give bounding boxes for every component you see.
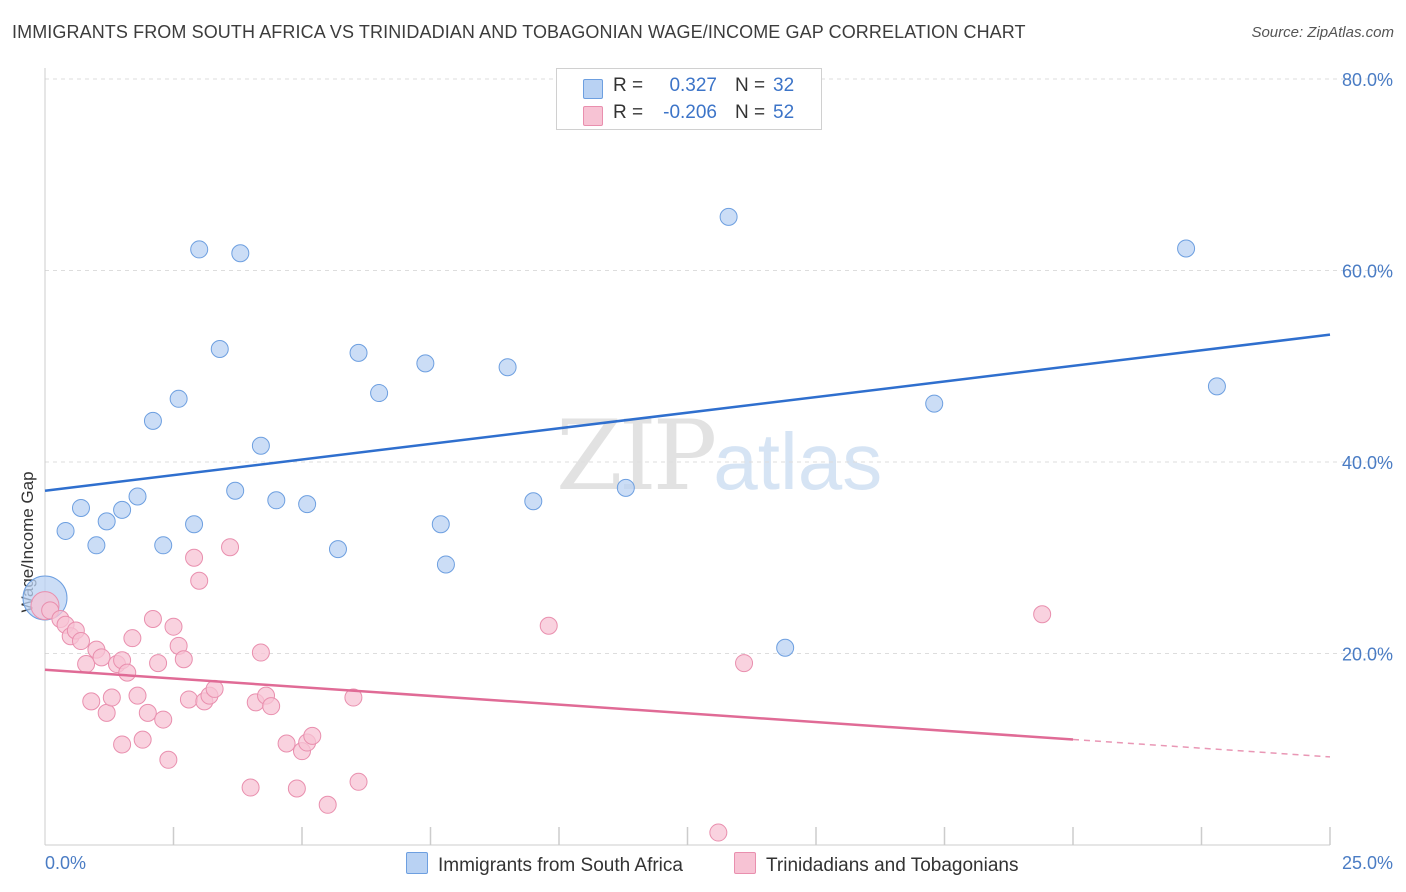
bottom-legend-label: Immigrants from South Africa — [438, 855, 683, 876]
south-africa-point — [436, 555, 455, 574]
trinidad-point — [159, 750, 178, 769]
trinidad-point — [179, 690, 198, 709]
trinidad-point — [138, 703, 157, 722]
legend-r-value: -0.206 — [663, 102, 717, 123]
legend-n-value: 32 — [773, 75, 795, 96]
correlation-legend: R = 0.327 N = 32 R = -0.206 N = 52 — [556, 68, 822, 130]
trinidad-point — [539, 616, 558, 635]
x-tick-label: 0.0% — [45, 853, 86, 873]
trinidad-point — [709, 823, 728, 842]
trinidad-point — [154, 710, 173, 729]
trinidad-point — [190, 571, 209, 590]
south-africa-point — [185, 515, 204, 534]
trinidad-point — [1033, 605, 1052, 624]
x-tick-label: 25.0% — [1342, 853, 1393, 873]
trinidad-point — [185, 548, 204, 567]
trinidad-point — [92, 648, 111, 667]
south-africa-point — [154, 536, 173, 555]
trinidad-point — [77, 655, 96, 674]
legend-swatch-blue — [583, 79, 603, 99]
south-africa-point — [498, 358, 517, 377]
south-africa-point — [298, 495, 317, 514]
south-africa-point — [128, 487, 147, 506]
south-africa-point — [210, 340, 229, 359]
south-africa-point — [231, 244, 250, 263]
trinidad-point — [97, 703, 116, 722]
trinidad-point — [164, 617, 183, 636]
trinidad-point — [241, 778, 260, 797]
trinidad-point — [349, 772, 368, 791]
south-africa-point — [97, 512, 116, 531]
south-africa-point — [1207, 377, 1226, 396]
trend-line — [44, 333, 1331, 492]
south-africa-point — [87, 536, 106, 555]
bottom-legend-swatch-pink — [734, 852, 756, 874]
trinidad-point — [303, 726, 322, 745]
south-africa-point — [431, 515, 450, 534]
south-africa-point — [524, 492, 543, 511]
trinidad-point — [221, 538, 240, 557]
south-africa-point — [925, 394, 944, 413]
trinidad-point — [174, 650, 193, 669]
south-africa-point — [169, 389, 188, 408]
source-label: Source: ZipAtlas.com — [1251, 24, 1394, 41]
trinidad-point — [277, 734, 296, 753]
trinidad-point — [251, 643, 270, 662]
south-africa-point — [328, 540, 347, 559]
bottom-legend-trinidad: Trinidadians and Tobagonians — [734, 852, 1018, 877]
south-africa-point — [56, 521, 75, 540]
bottom-legend-label: Trinidadians and Tobagonians — [766, 855, 1019, 876]
trinidad-point — [143, 610, 162, 629]
trinidad-point — [82, 692, 101, 711]
trinidad-point — [344, 688, 363, 707]
legend-swatch-pink — [583, 106, 603, 126]
south-africa-point — [71, 498, 90, 517]
trinidad-point — [123, 629, 142, 648]
trinidad-point — [118, 663, 137, 682]
trinidad-point — [128, 686, 147, 705]
legend-r-label: R = — [613, 75, 644, 96]
trend-line — [44, 668, 1074, 741]
south-africa-point — [776, 638, 795, 657]
trinidad-point — [102, 688, 121, 707]
legend-n-value: 52 — [773, 102, 795, 123]
south-africa-point — [251, 436, 270, 455]
south-africa-point — [113, 500, 132, 519]
south-africa-point — [1177, 239, 1196, 258]
trinidad-point — [113, 735, 132, 754]
trinidad-point — [735, 654, 754, 673]
bottom-legend-swatch-blue — [406, 852, 428, 874]
chart-title: IMMIGRANTS FROM SOUTH AFRICA VS TRINIDAD… — [12, 22, 1026, 42]
trinidad-point — [318, 795, 337, 814]
trend-line-extension — [1072, 738, 1331, 758]
legend-n-label: N = — [735, 102, 766, 123]
south-africa-point — [349, 343, 368, 362]
south-africa-point — [616, 478, 635, 497]
south-africa-point — [370, 384, 389, 403]
trinidad-point — [205, 679, 224, 698]
y-axis-label: Wage/Income Gap — [18, 471, 37, 612]
trinidad-point — [71, 632, 90, 651]
trinidad-point — [149, 654, 168, 673]
south-africa-point — [226, 481, 245, 500]
trinidad-point — [262, 697, 281, 716]
y-tick-label: 40.0% — [1342, 453, 1393, 473]
y-tick-label: 80.0% — [1342, 70, 1393, 90]
y-tick-label: 20.0% — [1342, 645, 1393, 665]
trinidad-point — [287, 779, 306, 798]
legend-r-value: 0.327 — [669, 75, 717, 96]
south-africa-point — [267, 491, 286, 510]
south-africa-point — [416, 354, 435, 373]
south-africa-point — [143, 411, 162, 430]
south-africa-point — [190, 240, 209, 259]
south-africa-point — [719, 207, 738, 226]
legend-n-label: N = — [735, 75, 766, 96]
trinidad-point — [133, 730, 152, 749]
y-tick-label: 60.0% — [1342, 262, 1393, 282]
bottom-legend-south-africa: Immigrants from South Africa — [406, 852, 683, 877]
legend-r-label: R = — [613, 102, 644, 123]
